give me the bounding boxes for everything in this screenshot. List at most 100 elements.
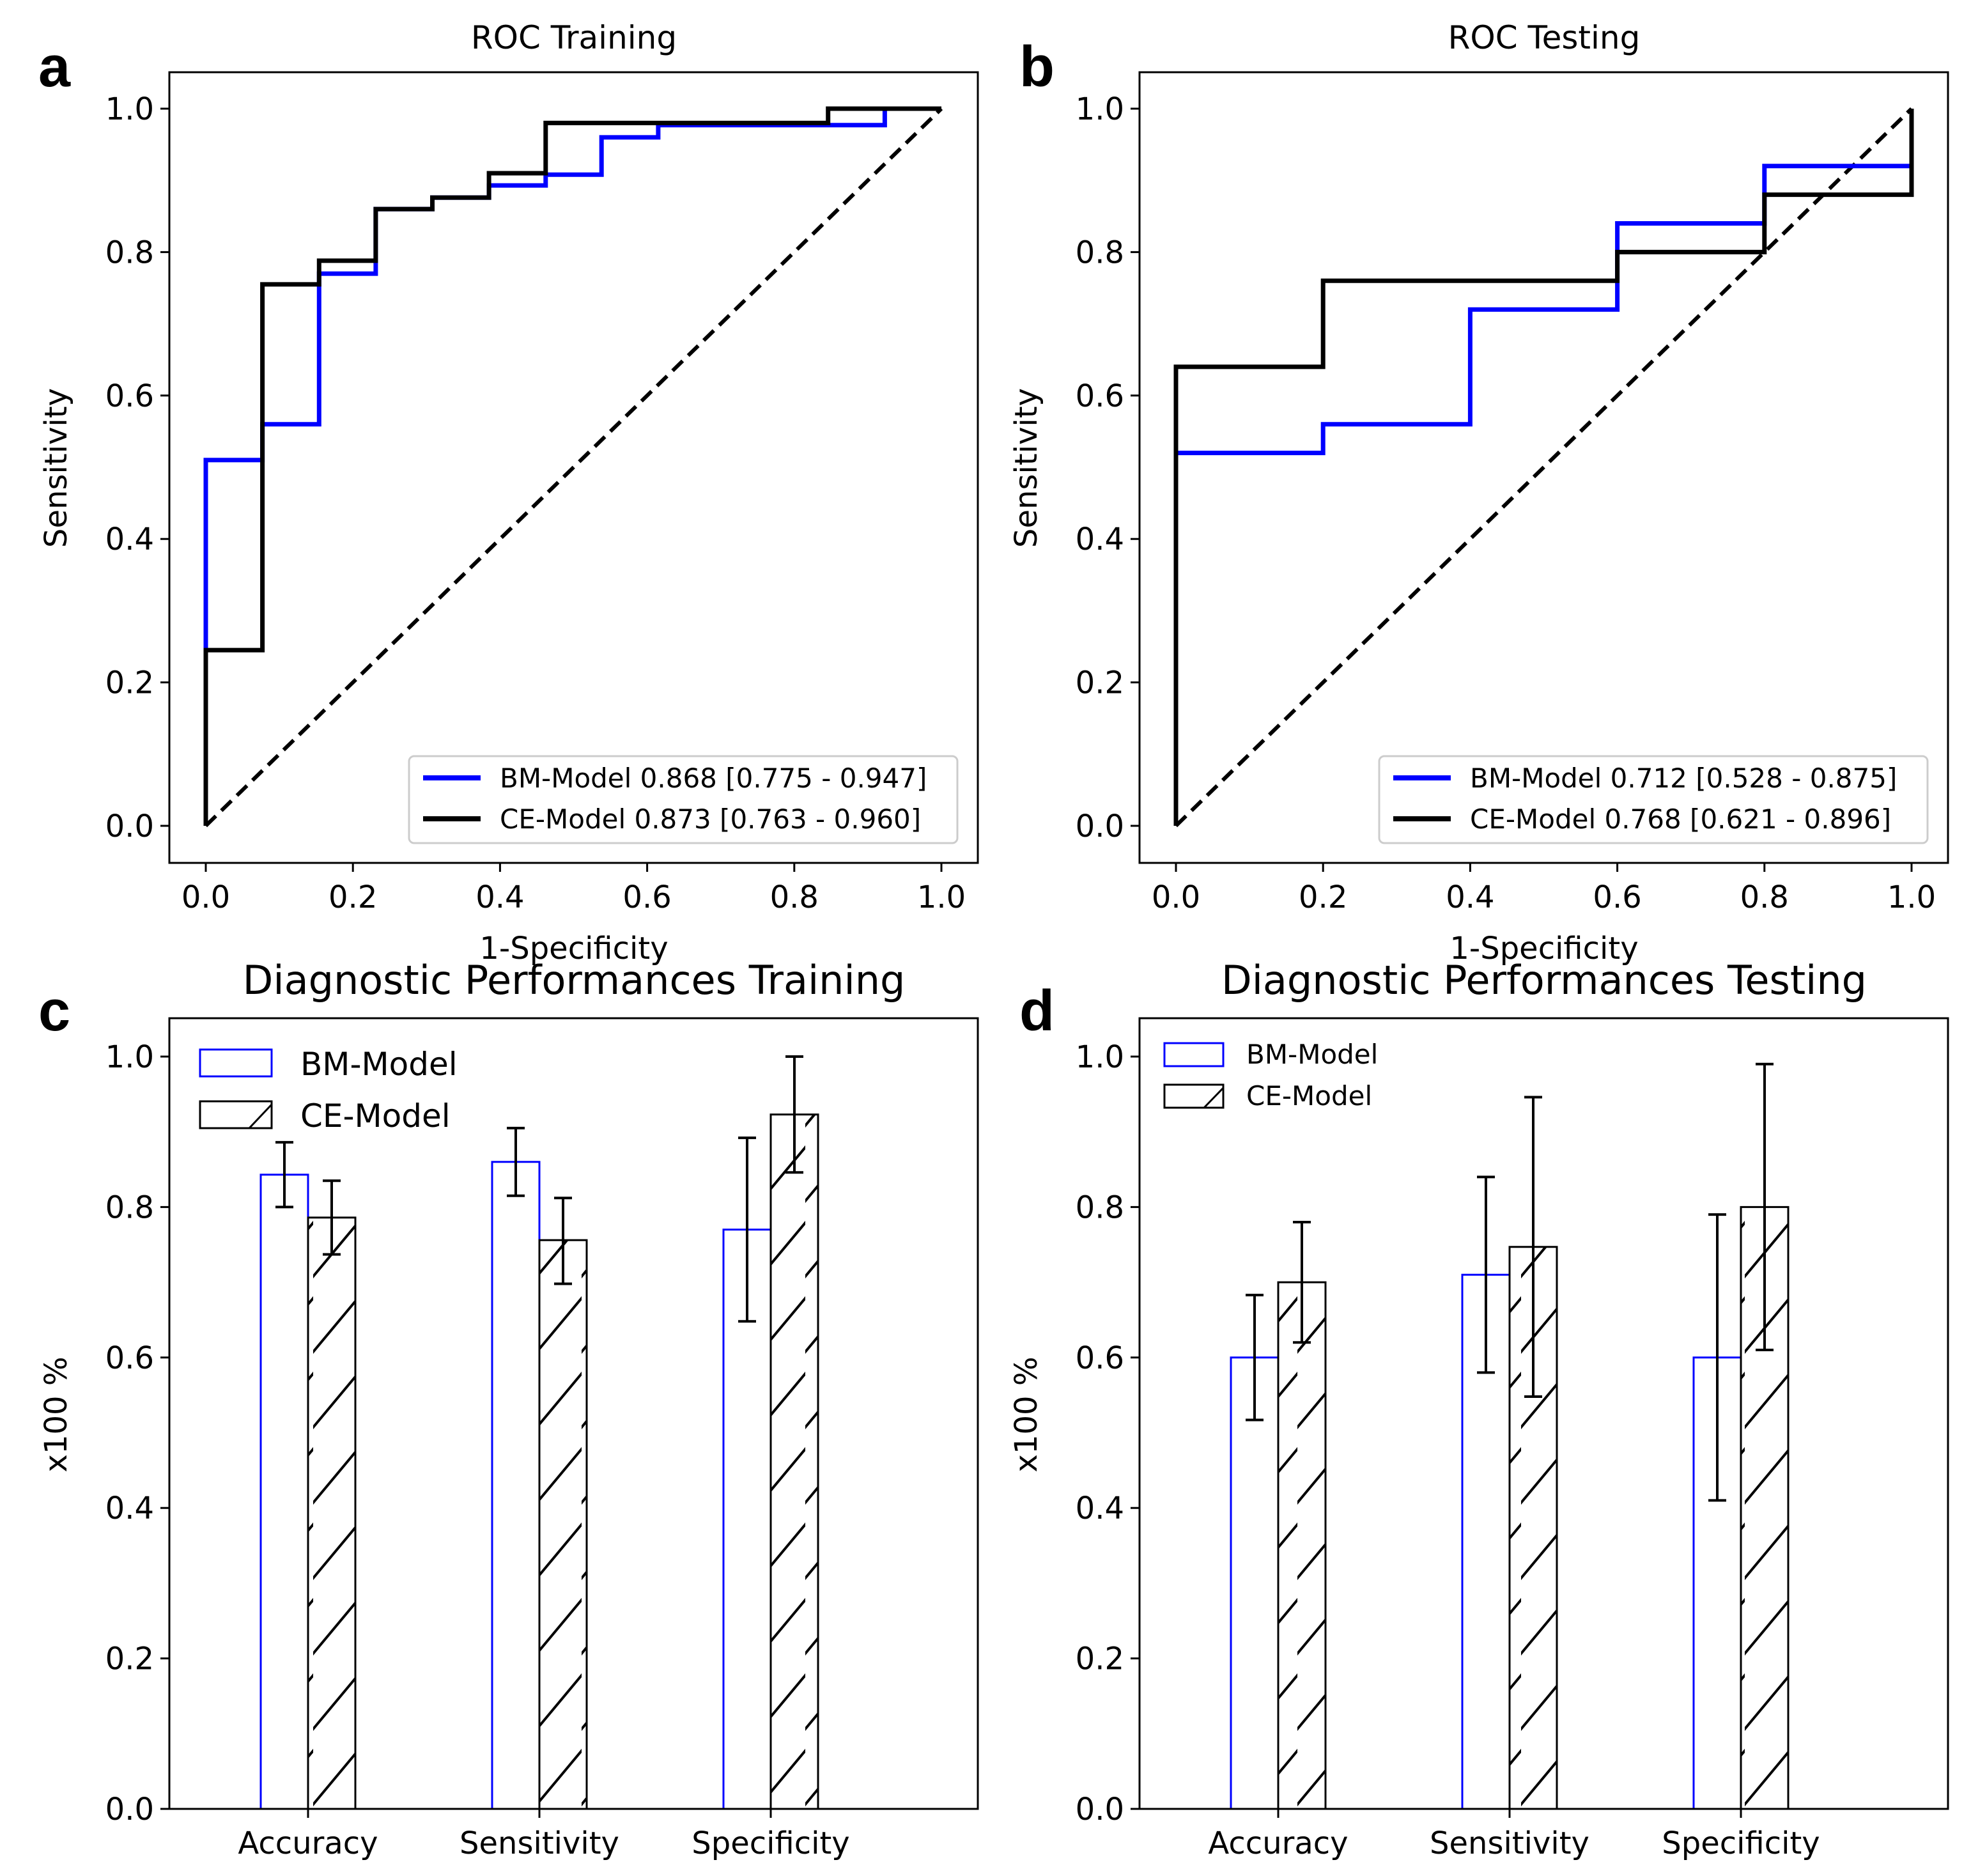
chart-title: ROC Training <box>471 19 677 56</box>
legend-box <box>1378 755 1929 844</box>
x-tick-label: 0.8 <box>770 880 819 915</box>
bar-ce-specificity <box>769 1113 819 1810</box>
legend-label-bm: BM-Model 0.712 [0.528 - 0.875] <box>1470 763 1897 794</box>
y-tick-label: 0.0 <box>1076 1792 1124 1827</box>
y-tick-label: 0.4 <box>1076 522 1124 557</box>
roc-curve-bm <box>1173 164 1912 826</box>
legend-swatch-ce <box>1163 1083 1225 1109</box>
x-tick-label: Specificity <box>1662 1826 1820 1861</box>
x-tick-label: 0.6 <box>622 880 671 915</box>
y-tick-label: 0.0 <box>105 1792 154 1827</box>
plot-frame <box>168 1017 979 1810</box>
y-tick-label: 0.6 <box>105 1340 154 1376</box>
legend-box <box>408 755 959 844</box>
bar-ce-accuracy <box>307 1216 357 1810</box>
legend-swatch-bm <box>199 1048 273 1078</box>
y-tick-label: 0.0 <box>1076 809 1124 844</box>
y-tick-label: 0.8 <box>1076 235 1124 270</box>
bar-bm-sensitivity <box>491 1161 541 1810</box>
error-bar-bm-specificity <box>1708 1213 1726 1502</box>
legend: BM-Model CE-Model <box>1163 1039 1378 1112</box>
y-tick-label: 0.2 <box>1076 1641 1124 1677</box>
chart-title: Diagnostic Performances Training <box>243 957 906 1004</box>
x-tick-label: Accuracy <box>238 1826 378 1861</box>
panel-letter-d: d <box>1019 979 1055 1043</box>
x-tick-label: 0.8 <box>1740 880 1789 915</box>
x-tick-label: Specificity <box>692 1826 849 1861</box>
error-bar-bm-accuracy <box>275 1141 293 1209</box>
roc-testing-chart: ROC Testing 0.0 0.2 0.4 0.6 0.8 1.0 0.0 0.2 0.4 0… <box>1009 19 1949 966</box>
error-bar-ce-accuracy <box>1293 1220 1311 1344</box>
plot-frame <box>1138 71 1949 864</box>
error-bar-ce-sensitivity <box>1524 1096 1542 1399</box>
y-tick-label: 0.8 <box>105 235 154 270</box>
error-bar-ce-specificity <box>785 1055 803 1174</box>
chart-title: ROC Testing <box>1448 19 1641 56</box>
x-tick-label: 1.0 <box>917 880 966 915</box>
y-tick-label: 0.6 <box>1076 378 1124 414</box>
error-bar-ce-specificity <box>1756 1062 1774 1352</box>
legend-label-bm: BM-Model <box>300 1046 458 1083</box>
y-tick-label: 1.0 <box>105 91 154 127</box>
y-tick-label: 0.6 <box>1076 1340 1124 1376</box>
y-tick-label: 1.0 <box>105 1039 154 1075</box>
bar-bm-accuracy <box>259 1174 309 1810</box>
plot-frame <box>1138 1017 1949 1810</box>
error-bar-ce-sensitivity <box>554 1197 572 1285</box>
x-tick-label: Sensitivity <box>460 1826 619 1861</box>
y-tick-label: 0.8 <box>1076 1190 1124 1225</box>
y-axis-label: Sensitivity <box>38 388 74 548</box>
x-tick-label: 1.0 <box>1887 880 1936 915</box>
bar-ce-accuracy <box>1277 1281 1327 1810</box>
legend-swatch-bm <box>1163 1042 1225 1067</box>
error-bar-ce-accuracy <box>323 1179 341 1256</box>
x-tick-label: 0.0 <box>1152 880 1200 915</box>
legend: BM-Model 0.868 [0.775 - 0.947] CE-Model … <box>408 755 959 844</box>
roc-curve-ce <box>203 106 941 826</box>
chance-diagonal-line <box>1174 107 1913 828</box>
diagnostic-training-chart: Diagnostic Performances Training Accurac… <box>38 957 979 1861</box>
y-tick-label: 0.2 <box>105 665 154 701</box>
y-tick-label: 1.0 <box>1076 1039 1124 1075</box>
y-tick-label: 0.2 <box>1076 665 1124 701</box>
legend-swatch-ce <box>199 1100 273 1129</box>
y-tick-label: 0.4 <box>1076 1491 1124 1526</box>
y-tick-label: 0.6 <box>105 378 154 414</box>
legend: BM-Model 0.712 [0.528 - 0.875] CE-Model … <box>1378 755 1929 844</box>
legend-label-ce: CE-Model <box>300 1097 451 1135</box>
y-tick-label: 0.8 <box>105 1190 154 1225</box>
panel-letter-a: a <box>38 35 71 99</box>
legend-label-ce: CE-Model 0.873 [0.763 - 0.960] <box>500 803 921 835</box>
x-tick-label: 0.0 <box>182 880 230 915</box>
diagnostic-testing-chart: Diagnostic Performances Testing Accuracy… <box>1009 957 1949 1861</box>
legend-swatch-ce-hatch <box>1203 1087 1225 1109</box>
panel-letter-c: c <box>38 979 70 1043</box>
legend-label-bm: BM-Model <box>1246 1039 1378 1070</box>
error-bar-bm-sensitivity <box>507 1126 525 1197</box>
error-bar-bm-sensitivity <box>1477 1175 1495 1374</box>
x-tick-label: 0.6 <box>1593 880 1641 915</box>
x-tick-label: 0.2 <box>328 880 377 915</box>
panel-letter-b: b <box>1019 35 1055 99</box>
legend-label-ce: CE-Model 0.768 [0.621 - 0.896] <box>1470 803 1891 835</box>
legend-label-ce: CE-Model <box>1246 1080 1372 1112</box>
x-axis-label: 1-Specificity <box>479 931 668 966</box>
y-axis-label: x100 % <box>38 1357 74 1473</box>
roc-training-chart: ROC Training 0.0 0.2 0.4 0.6 0.8 1.0 0.0 0.2 0.4… <box>38 19 979 966</box>
y-tick-label: 1.0 <box>1076 91 1124 127</box>
x-tick-label: 0.4 <box>475 880 524 915</box>
y-tick-label: 0.0 <box>105 809 154 844</box>
y-tick-label: 0.4 <box>105 522 154 557</box>
x-axis-label: 1-Specificity <box>1449 931 1638 966</box>
x-tick-label: 0.2 <box>1299 880 1347 915</box>
x-tick-label: 0.4 <box>1446 880 1494 915</box>
error-bar-bm-accuracy <box>1246 1294 1264 1422</box>
plot-frame <box>168 71 979 864</box>
chart-title: Diagnostic Performances Testing <box>1221 957 1867 1004</box>
x-tick-label: Accuracy <box>1208 1826 1348 1861</box>
x-tick-label: Sensitivity <box>1430 1826 1589 1861</box>
legend-swatch-ce-hatch <box>248 1103 273 1129</box>
legend-label-bm: BM-Model 0.868 [0.775 - 0.947] <box>500 763 927 794</box>
y-tick-label: 0.2 <box>105 1641 154 1677</box>
